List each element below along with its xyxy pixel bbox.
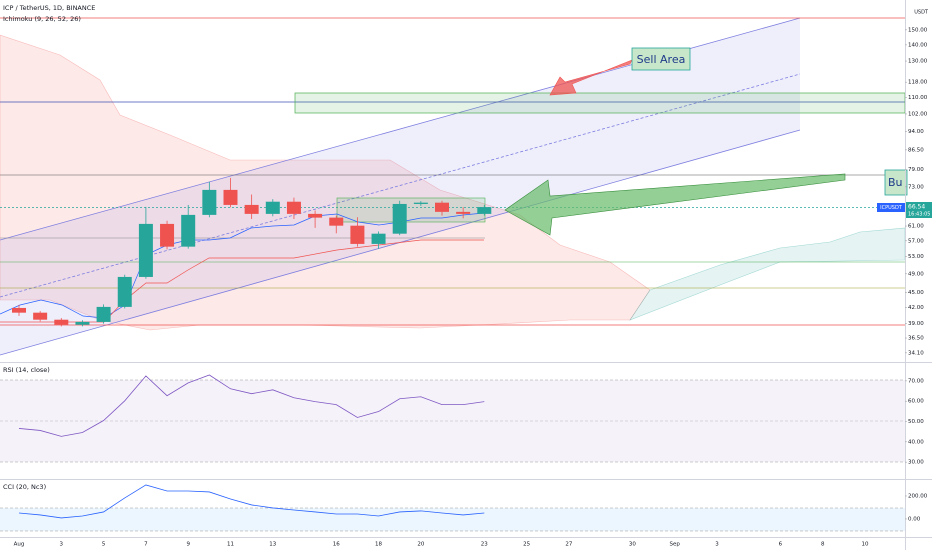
symbol-label-bg: [877, 203, 905, 212]
candle-body: [329, 217, 344, 226]
candle-body: [33, 312, 48, 320]
candle-body: [54, 319, 69, 325]
candle-body: [435, 202, 449, 212]
y-tick-label: 86.50: [908, 147, 924, 153]
y-tick-label: 200.00: [908, 493, 928, 499]
y-tick-label: 73.00: [908, 184, 924, 190]
x-tick-label: 20: [417, 542, 424, 548]
x-tick-label: Sep: [669, 542, 680, 548]
candle-body: [456, 211, 471, 214]
x-tick-label: 25: [523, 542, 530, 548]
y-tick-label: 53.00: [908, 254, 924, 260]
arrow-sell: [549, 59, 633, 96]
x-tick-label: 6: [779, 542, 783, 548]
x-tick-label: 5: [102, 542, 106, 548]
y-tick-label: 39.00: [908, 321, 924, 327]
x-tick-label: 27: [565, 542, 572, 548]
y-tick-label: 45.00: [908, 290, 924, 296]
y-tick-label: 70.00: [908, 378, 924, 384]
arrow-buy: [504, 173, 846, 236]
candle-body: [202, 189, 217, 215]
y-tick-label: 57.00: [908, 238, 924, 244]
y-tick-label: 102.00: [908, 111, 928, 117]
candle-body: [286, 201, 301, 214]
price-label: 66.54: [908, 204, 925, 211]
y-tick-label: 0.00: [908, 516, 921, 522]
kijun-line: [0, 239, 484, 323]
annotation: Sell Area: [637, 53, 686, 66]
x-tick-label: 8: [821, 542, 825, 548]
symbol-label: ICPUSDT: [880, 205, 903, 211]
y-tick-label: 61.00: [908, 224, 924, 230]
candle-body: [75, 321, 90, 325]
candle-body: [138, 223, 153, 277]
x-tick-label: 16: [333, 542, 340, 548]
candle-body: [117, 276, 132, 307]
candle-body: [265, 201, 280, 214]
x-tick-label: 3: [715, 542, 719, 548]
y-tick-label: 49.00: [908, 271, 924, 277]
annotation-box: [884, 169, 908, 196]
x-tick-label: 3: [60, 542, 64, 548]
y-tick-label: 50.00: [908, 419, 924, 425]
x-tick-label: 18: [375, 542, 382, 548]
channel-mid: [0, 73, 801, 298]
y-tick-label: 42.00: [908, 305, 924, 311]
candle-body: [96, 306, 111, 322]
y-tick-label: 79.00: [908, 167, 924, 173]
pane-title: CCI (20, Nc3): [3, 483, 46, 491]
currency: USDT: [914, 10, 929, 16]
x-tick-label: 9: [186, 542, 190, 548]
candle-body: [181, 214, 196, 247]
y-tick-label: 110.00: [908, 95, 928, 101]
cci-band: [0, 508, 905, 531]
indicator-line: [18, 484, 485, 519]
x-tick-label: 30: [629, 542, 636, 548]
candle-body: [160, 223, 175, 247]
y-tick-label: 118.00: [908, 80, 928, 86]
candle-body: [12, 307, 26, 313]
candle-body: [477, 207, 492, 214]
x-tick-label: 11: [227, 542, 234, 548]
candle-body: [371, 233, 386, 244]
kumo-bear: [0, 34, 651, 331]
y-tick-label: 34.10: [908, 350, 924, 356]
y-tick-label: 94.00: [908, 129, 924, 135]
candle-body: [223, 189, 238, 205]
x-tick-label: 10: [862, 542, 869, 548]
y-tick-label: 150.00: [908, 27, 928, 33]
chart-title: ICP / TetherUS, 1D, BINANCE: [3, 4, 95, 12]
y-tick-label: 140.00: [908, 42, 928, 48]
y-tick-label: 36.50: [908, 336, 924, 342]
sell-zone: [294, 92, 906, 114]
indicator-title: Ichimoku (9, 26, 52, 26): [3, 15, 81, 23]
candle-body: [244, 204, 259, 214]
x-tick-label: 7: [144, 542, 148, 548]
x-tick-label: 23: [481, 542, 488, 548]
buy-zone: [336, 197, 486, 223]
y-tick-label: 40.00: [908, 439, 924, 445]
y-tick-label: 130.00: [908, 59, 928, 65]
annotation-box: [631, 47, 691, 71]
price-label-bg: [906, 202, 932, 218]
annotation: Bu: [888, 176, 903, 189]
candle-body: [350, 225, 365, 244]
candle-body: [413, 202, 428, 204]
indicator-line: [18, 374, 485, 437]
candle-body: [392, 203, 407, 234]
x-tick-label: 13: [269, 542, 276, 548]
pane-title: RSI (14, close): [3, 366, 50, 374]
countdown: 16:43:05: [908, 212, 930, 218]
x-tick-label: Aug: [14, 542, 25, 548]
candle-body: [308, 213, 323, 218]
y-tick-label: 30.00: [908, 460, 924, 466]
y-tick-label: 60.00: [908, 399, 924, 405]
